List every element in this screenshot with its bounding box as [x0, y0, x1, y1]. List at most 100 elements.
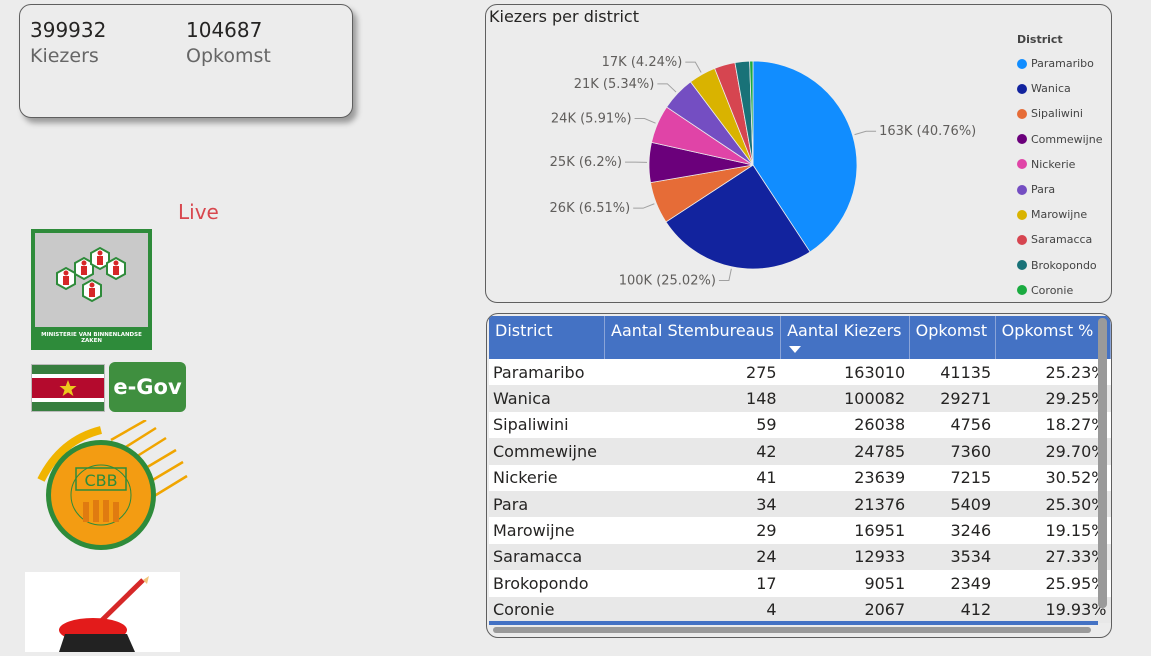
district-cell: Wanica	[489, 385, 605, 411]
pie-leader-line	[719, 269, 731, 281]
pie-leader-line	[685, 62, 701, 72]
value-cell: 24785	[781, 438, 910, 464]
pie-data-label: 25K (6.2%)	[550, 155, 622, 170]
value-cell: 34	[605, 491, 781, 517]
legend-item-wanica[interactable]: Wanica	[1017, 76, 1109, 101]
legend-item-nickerie[interactable]: Nickerie	[1017, 152, 1109, 177]
legend-dot-icon	[1017, 185, 1027, 195]
pie-leader-line	[855, 131, 876, 134]
column-header-aantal-kiezers[interactable]: Aantal Kiezers	[781, 316, 910, 359]
district-cell: Sipaliwini	[489, 412, 605, 438]
column-header-opkomst[interactable]: Opkomst	[909, 316, 995, 359]
column-header-aantal-stembureaus[interactable]: Aantal Stembureaus	[605, 316, 781, 359]
pie-data-label: 163K (40.76%)	[879, 124, 976, 139]
legend-item-sipaliwini[interactable]: Sipaliwini	[1017, 101, 1109, 126]
value-cell: 29.70%	[995, 438, 1110, 464]
table-footer-band	[489, 621, 1098, 625]
ballot-box-icon	[25, 572, 180, 652]
kpi-kiezers: 399932 Kiezers	[30, 18, 106, 70]
legend-dot-icon	[1017, 134, 1027, 144]
kpi-card: 399932 Kiezers 104687 Opkomst	[19, 4, 353, 118]
legend-item-para[interactable]: Para	[1017, 177, 1109, 202]
legend-dot-icon	[1017, 59, 1027, 69]
horizontal-scrollbar[interactable]	[493, 627, 1091, 633]
value-cell: 3534	[909, 544, 995, 570]
district-cell: Commewijne	[489, 438, 605, 464]
value-cell: 29	[605, 517, 781, 543]
value-cell: 25.95%	[995, 570, 1110, 596]
legend-label: Brokopondo	[1031, 259, 1097, 272]
legend-dot-icon	[1017, 235, 1027, 245]
district-cell: Nickerie	[489, 465, 605, 491]
value-cell: 4	[605, 597, 781, 623]
value-cell: 7360	[909, 438, 995, 464]
value-cell: 4756	[909, 412, 995, 438]
legend-label: Saramacca	[1031, 233, 1092, 246]
value-cell: 21376	[781, 491, 910, 517]
cbb-emblem-icon	[31, 420, 191, 560]
legend-item-coronie[interactable]: Coronie	[1017, 278, 1109, 303]
egov-logo: e-Gov	[31, 362, 186, 412]
value-cell: 7215	[909, 465, 995, 491]
kpi-opkomst: 104687 Opkomst	[186, 18, 271, 70]
value-cell: 148	[605, 385, 781, 411]
legend-label: Paramaribo	[1031, 57, 1094, 70]
district-cell: Brokopondo	[489, 570, 605, 596]
pie-leader-line	[633, 204, 654, 208]
value-cell: 3246	[909, 517, 995, 543]
value-cell: 12933	[781, 544, 910, 570]
value-cell: 30.52%	[995, 465, 1110, 491]
legend-item-commewijne[interactable]: Commewijne	[1017, 127, 1109, 152]
district-cell: Marowijne	[489, 517, 605, 543]
legend-item-marowijne[interactable]: Marowijne	[1017, 202, 1109, 227]
pie-data-label: 100K (25.02%)	[619, 274, 716, 289]
column-header-opkomst-[interactable]: Opkomst %	[995, 316, 1110, 359]
legend-item-brokopondo[interactable]: Brokopondo	[1017, 253, 1109, 278]
kpi-value: 104687	[186, 18, 271, 42]
pie-leader-line	[635, 118, 656, 123]
legend-dot-icon	[1017, 84, 1027, 94]
legend-item-saramacca[interactable]: Saramacca	[1017, 227, 1109, 252]
value-cell: 9051	[781, 570, 910, 596]
pie-data-label: 21K (5.34%)	[574, 77, 655, 92]
value-cell: 59	[605, 412, 781, 438]
sort-descending-icon[interactable]	[789, 346, 801, 353]
cbb-logo: CBB	[31, 420, 191, 560]
legend-label: Para	[1031, 183, 1055, 196]
pie-leader-line	[657, 84, 676, 92]
value-cell: 24	[605, 544, 781, 570]
pie-data-label: 17K (4.24%)	[602, 55, 683, 70]
column-header-district[interactable]: District	[489, 316, 605, 359]
pie-chart-panel: Kiezers per district 163K (40.76%)100K (…	[485, 4, 1112, 303]
kpi-label: Opkomst	[186, 42, 271, 70]
value-cell: 100082	[781, 385, 910, 411]
cbb-label: CBB	[76, 471, 126, 490]
value-cell: 25.23%	[995, 359, 1110, 385]
egov-badge: e-Gov	[109, 362, 186, 412]
district-cell: Coronie	[489, 597, 605, 623]
legend-dot-icon	[1017, 285, 1027, 295]
district-cell: Para	[489, 491, 605, 517]
legend-label: Marowijne	[1031, 208, 1087, 221]
value-cell: 41	[605, 465, 781, 491]
legend-dot-icon	[1017, 210, 1027, 220]
legend-dot-icon	[1017, 260, 1027, 270]
vertical-scrollbar[interactable]	[1098, 318, 1107, 608]
value-cell: 23639	[781, 465, 910, 491]
kpi-label: Kiezers	[30, 42, 106, 70]
suriname-flag-icon	[31, 364, 105, 412]
legend-item-paramaribo[interactable]: Paramaribo	[1017, 51, 1109, 76]
ministerie-logo: MINISTERIE VAN BINNENLANDSE ZAKEN	[31, 229, 152, 350]
